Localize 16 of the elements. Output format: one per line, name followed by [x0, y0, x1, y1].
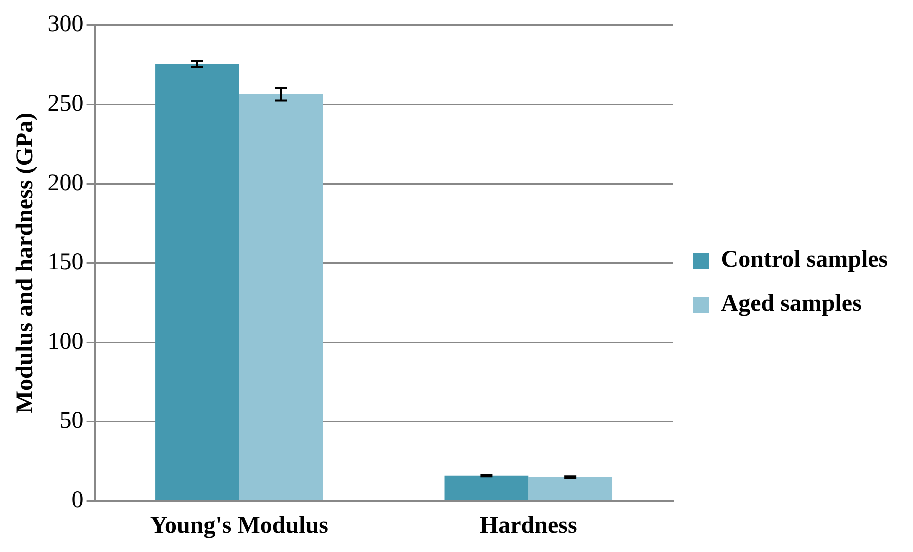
- bar: [528, 477, 613, 500]
- x-tick-label: Young's Modulus: [150, 512, 328, 539]
- y-axis-title: Modulus and hardness (GPa): [12, 112, 39, 414]
- y-tick-label: 0: [72, 487, 84, 514]
- y-tick-label: 50: [60, 408, 84, 434]
- bar: [444, 476, 529, 500]
- bar: [239, 94, 324, 500]
- legend-label: Aged samples: [721, 291, 862, 318]
- legend-label: Control samples: [721, 247, 888, 274]
- y-tick-label: 100: [48, 328, 84, 355]
- y-tick-label: 250: [48, 90, 84, 117]
- x-tick-label: Hardness: [480, 512, 578, 539]
- y-tick-label: 150: [48, 250, 84, 276]
- y-tick-label: 200: [48, 170, 84, 196]
- bar: [156, 64, 240, 500]
- y-tick-label: 300: [48, 12, 84, 38]
